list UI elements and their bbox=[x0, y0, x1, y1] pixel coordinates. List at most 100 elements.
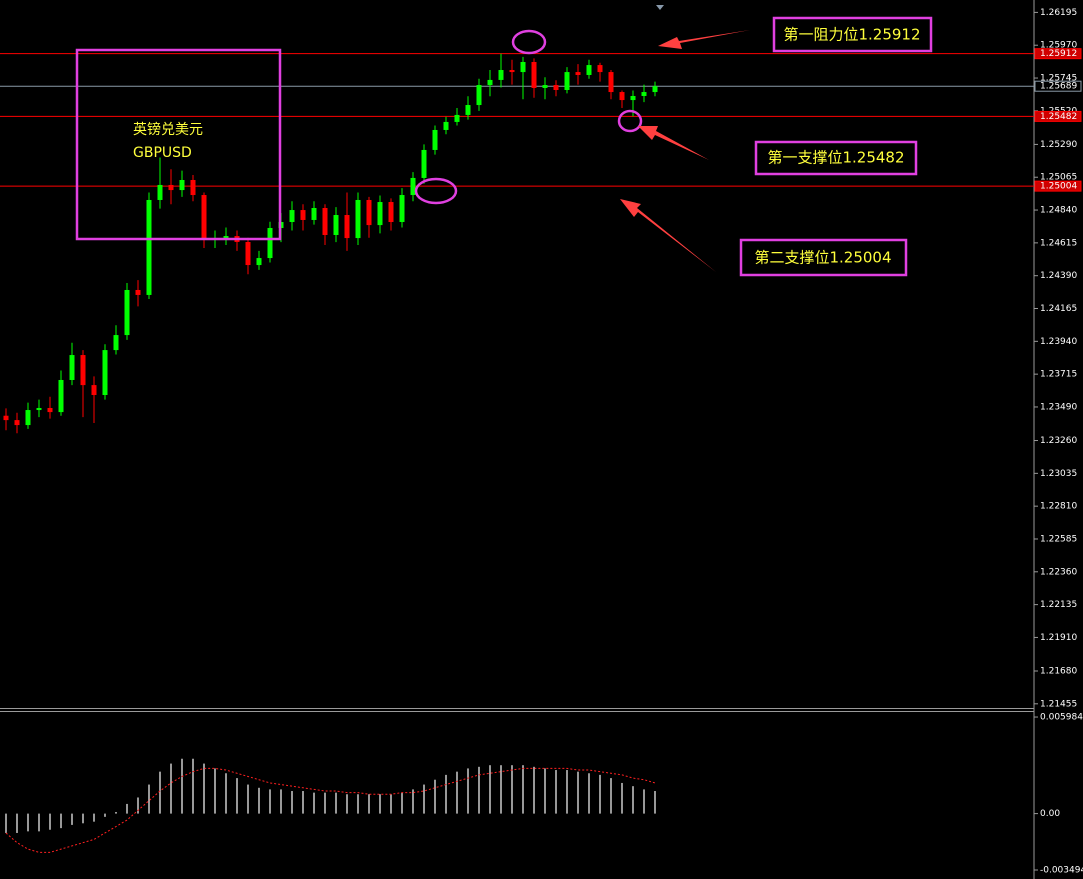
candle-body bbox=[256, 258, 262, 266]
candle-body bbox=[25, 410, 31, 426]
candle-body bbox=[168, 184, 174, 191]
candle-body bbox=[80, 355, 86, 386]
level-label: 1.25004 bbox=[1040, 182, 1077, 192]
candle-body bbox=[322, 208, 328, 235]
candle-body bbox=[146, 199, 152, 295]
candle-body bbox=[124, 289, 130, 336]
annotations: 英镑兑美元 GBPUSD 第一阻力位1.25912 第一支撑位1.25482 第… bbox=[75, 16, 933, 277]
candle-body bbox=[157, 184, 163, 200]
y-tick-label: 1.25970 bbox=[1040, 41, 1077, 51]
candle-body bbox=[399, 195, 405, 223]
arrow bbox=[620, 199, 716, 272]
candle-body bbox=[586, 65, 592, 75]
candle-body bbox=[190, 180, 196, 196]
annotation-text: 第一阻力位1.25912 bbox=[783, 26, 920, 44]
candle-body bbox=[179, 180, 185, 191]
y-tick-label: 1.24840 bbox=[1040, 206, 1077, 216]
candle-body bbox=[410, 177, 416, 196]
y-tick-label: 1.23715 bbox=[1040, 370, 1077, 380]
y-tick-label: 1.22360 bbox=[1040, 567, 1077, 577]
y-tick-label: 1.23490 bbox=[1040, 402, 1077, 412]
label-box bbox=[772, 16, 933, 53]
candle-body bbox=[531, 61, 537, 88]
candle-body bbox=[388, 202, 394, 223]
y-tick-label: 1.23260 bbox=[1040, 436, 1077, 446]
candle-body bbox=[443, 121, 449, 130]
y-tick-label: 1.24615 bbox=[1040, 238, 1077, 248]
candle-body bbox=[245, 241, 251, 266]
candle-body bbox=[465, 105, 471, 115]
highlight-ellipse bbox=[617, 109, 643, 133]
candle-body bbox=[454, 114, 460, 122]
y-tick-label: 0.00 bbox=[1040, 809, 1060, 819]
candle-body bbox=[641, 92, 647, 96]
candle-body bbox=[300, 210, 306, 220]
annotation-text: 第二支撑位1.25004 bbox=[754, 249, 891, 267]
y-tick-label: 1.24390 bbox=[1040, 271, 1077, 281]
candle-body bbox=[542, 85, 548, 88]
candle-body bbox=[289, 210, 295, 223]
candle-body bbox=[509, 70, 515, 73]
y-tick-label: 1.25065 bbox=[1040, 173, 1077, 183]
arrow bbox=[638, 126, 709, 160]
candle-body bbox=[432, 129, 438, 150]
arrow bbox=[658, 30, 750, 49]
candle-body bbox=[333, 215, 339, 235]
candle-body bbox=[47, 407, 53, 413]
candle-body bbox=[102, 350, 108, 396]
y-tick-label: 1.23035 bbox=[1040, 469, 1077, 479]
candle-body bbox=[201, 195, 207, 240]
indicator-panel: 0.005984 0.00 -0.003494 bbox=[5, 713, 1083, 875]
candle-body bbox=[135, 289, 141, 295]
candle-body bbox=[69, 355, 75, 380]
signal-line bbox=[5, 767, 656, 853]
y-tick-label: 1.25745 bbox=[1040, 74, 1077, 84]
annotation-text: GBPUSD bbox=[133, 145, 192, 161]
label-box bbox=[739, 238, 908, 277]
candle-body bbox=[58, 379, 64, 413]
level-label: 1.25689 bbox=[1040, 82, 1077, 92]
main-panel: 1.261951.259701.257451.255201.252901.250… bbox=[0, 8, 1082, 709]
y-tick-label: 1.22135 bbox=[1040, 600, 1077, 610]
y-tick-label: 1.25290 bbox=[1040, 140, 1077, 150]
candle-body bbox=[575, 72, 581, 75]
y-tick-label: 1.26195 bbox=[1040, 8, 1077, 18]
level-label: 1.25482 bbox=[1040, 112, 1077, 122]
y-tick-label: 1.24165 bbox=[1040, 304, 1077, 314]
highlight-ellipse bbox=[414, 177, 458, 205]
candle-body bbox=[597, 65, 603, 73]
candle-body bbox=[223, 236, 229, 239]
y-tick-label: 1.22585 bbox=[1040, 534, 1077, 544]
candle-body bbox=[553, 85, 559, 91]
candle-body bbox=[344, 215, 350, 239]
candle-body bbox=[487, 79, 493, 86]
highlight-ellipse bbox=[511, 29, 547, 55]
level-label: 1.25912 bbox=[1040, 49, 1077, 59]
candle-body bbox=[476, 85, 482, 106]
level-tag bbox=[1034, 48, 1082, 60]
level-tag bbox=[1034, 180, 1082, 192]
y-tick-label: 1.22810 bbox=[1040, 502, 1077, 512]
candle-body bbox=[520, 61, 526, 73]
y-tick-label: 1.21455 bbox=[1040, 699, 1077, 709]
candle-body bbox=[421, 149, 427, 178]
candle-body bbox=[366, 199, 372, 226]
y-tick-label: 1.21680 bbox=[1040, 666, 1077, 676]
candle-body bbox=[14, 420, 20, 426]
candle-body bbox=[91, 385, 97, 396]
candle-body bbox=[267, 227, 273, 259]
level-tag bbox=[1034, 110, 1082, 122]
candle-body bbox=[564, 72, 570, 91]
candle-body bbox=[36, 407, 42, 411]
candle-body bbox=[498, 70, 504, 80]
candle-body bbox=[311, 208, 317, 220]
candle-body bbox=[619, 92, 625, 101]
y-tick-label: 1.21910 bbox=[1040, 633, 1077, 643]
y-tick-label: 0.005984 bbox=[1040, 713, 1083, 723]
candle-body bbox=[113, 335, 119, 351]
annotation-text: 英镑兑美元 bbox=[133, 121, 203, 138]
annotation-text: 第一支撑位1.25482 bbox=[767, 149, 904, 167]
